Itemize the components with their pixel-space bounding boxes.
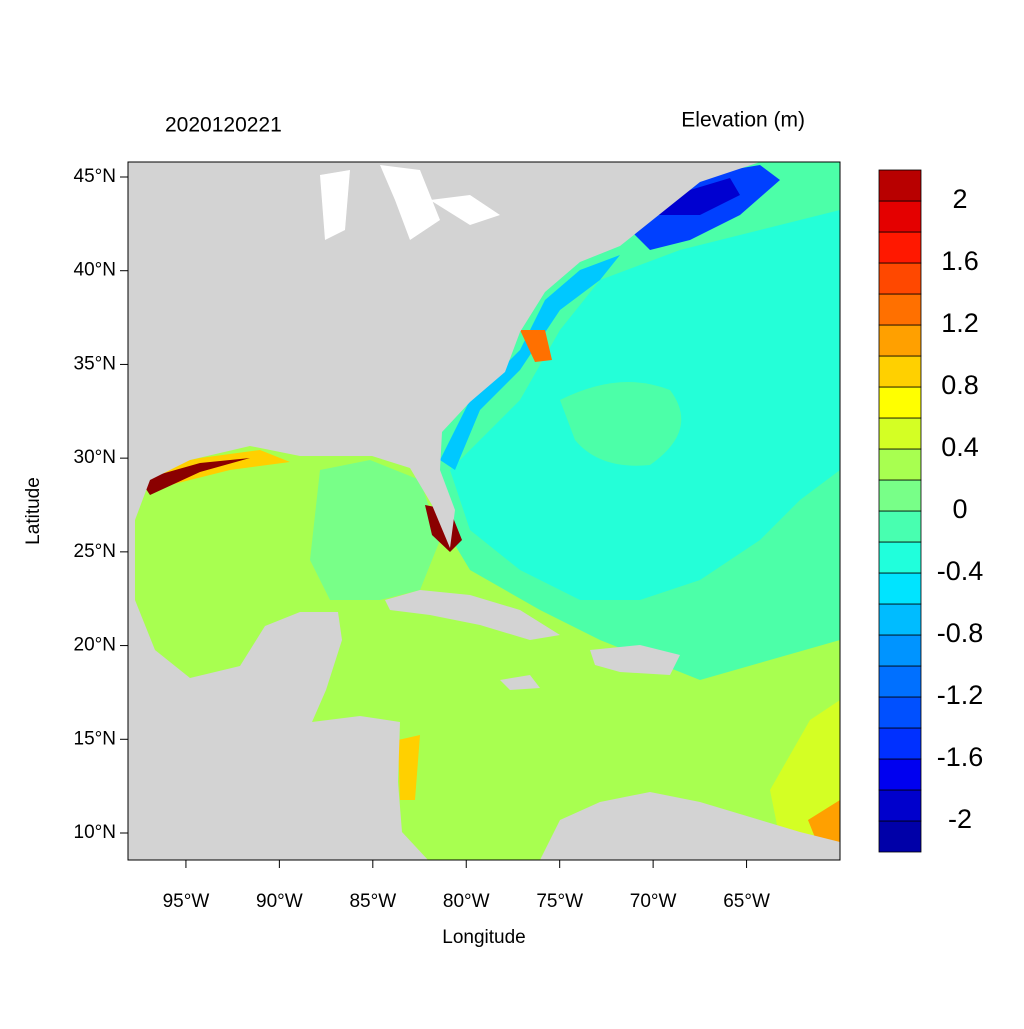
coastal-water: [398, 735, 420, 800]
y-tick-label: 10°N: [74, 822, 116, 843]
colorbar-label: 1.2: [941, 308, 979, 338]
colorbar-box: [878, 820, 922, 853]
eddy-water: [560, 382, 682, 466]
plot-frame: [127, 161, 841, 861]
colorbar-box: [878, 696, 922, 729]
colorbar: -2 -1.6 -1.2 -0.8 -0.4 0 0.4 0.8 1.2 1.6 2: [878, 169, 984, 853]
axes: 95°W 90°W 85°W 80°W 75°W 70°W 65°W 10°N 15°N 20°N…: [74, 166, 770, 912]
colorbar-label: -0.8: [937, 618, 984, 648]
y-axis-label: Latitude: [23, 477, 44, 545]
colorbar-box: [878, 293, 922, 326]
x-tick-label: 70°W: [630, 891, 677, 912]
x-tick-label: 75°W: [536, 891, 583, 912]
colorbar-box: [878, 634, 922, 667]
coastal-water: [440, 255, 620, 470]
y-tick-label: 35°N: [74, 353, 116, 374]
colorbar-label: 0: [952, 494, 967, 524]
colorbar-box: [878, 386, 922, 419]
colorbar-label: 0.4: [941, 432, 979, 462]
colorbar-label: -0.4: [937, 556, 984, 586]
colorbar-label: -1.2: [937, 680, 984, 710]
y-tick-label: 40°N: [74, 260, 116, 281]
colorbar-box: [878, 324, 922, 357]
colorbar-box: [878, 758, 922, 791]
south-america-land: [540, 792, 840, 860]
map-field: [128, 162, 840, 860]
colorbar-label: 0.8: [941, 370, 979, 400]
x-tick-label: 80°W: [443, 891, 490, 912]
north-america-land: [128, 162, 760, 860]
x-tick-label: 85°W: [349, 891, 396, 912]
cuba-land: [385, 590, 560, 640]
y-tick-label: 20°N: [74, 635, 116, 656]
x-tick-label: 65°W: [723, 891, 770, 912]
x-tick-label: 90°W: [256, 891, 303, 912]
colorbar-box: [878, 727, 922, 760]
colorbar-box: [878, 448, 922, 481]
colorbar-box: [878, 262, 922, 295]
great-lakes: [320, 165, 500, 240]
loop-current-water: [310, 460, 440, 600]
colorbar-box: [878, 200, 922, 233]
colorbar-label: -2: [948, 804, 972, 834]
colorbar-box: [878, 510, 922, 543]
colorbar-label: -1.6: [937, 742, 984, 772]
y-tick-label: 15°N: [74, 728, 116, 749]
colorbar-box: [878, 789, 922, 822]
date-title: 2020120221: [165, 114, 282, 137]
colorbar-label: 1.6: [941, 246, 979, 276]
colorbar-box: [878, 231, 922, 264]
shelf-water: [650, 178, 740, 215]
colorbar-box: [878, 572, 922, 605]
colorbar-box: [878, 603, 922, 636]
surge-water: [520, 330, 552, 362]
y-tick-label: 25°N: [74, 541, 116, 562]
y-tick-label: 45°N: [74, 166, 116, 187]
surge-water: [140, 458, 250, 495]
colorbar-box: [878, 355, 922, 388]
colorbar-box: [878, 479, 922, 512]
x-axis-label: Longitude: [442, 927, 525, 948]
jamaica-land: [500, 675, 540, 690]
x-tick-label: 95°W: [163, 891, 210, 912]
colorbar-label: 2: [952, 184, 967, 214]
colorbar-box: [878, 417, 922, 450]
variable-title: Elevation (m): [681, 109, 805, 132]
y-tick-label: 30°N: [74, 447, 116, 468]
colorbar-box: [878, 665, 922, 698]
colorbar-box: [878, 169, 922, 202]
hispaniola-land: [590, 645, 680, 675]
colorbar-box: [878, 541, 922, 574]
